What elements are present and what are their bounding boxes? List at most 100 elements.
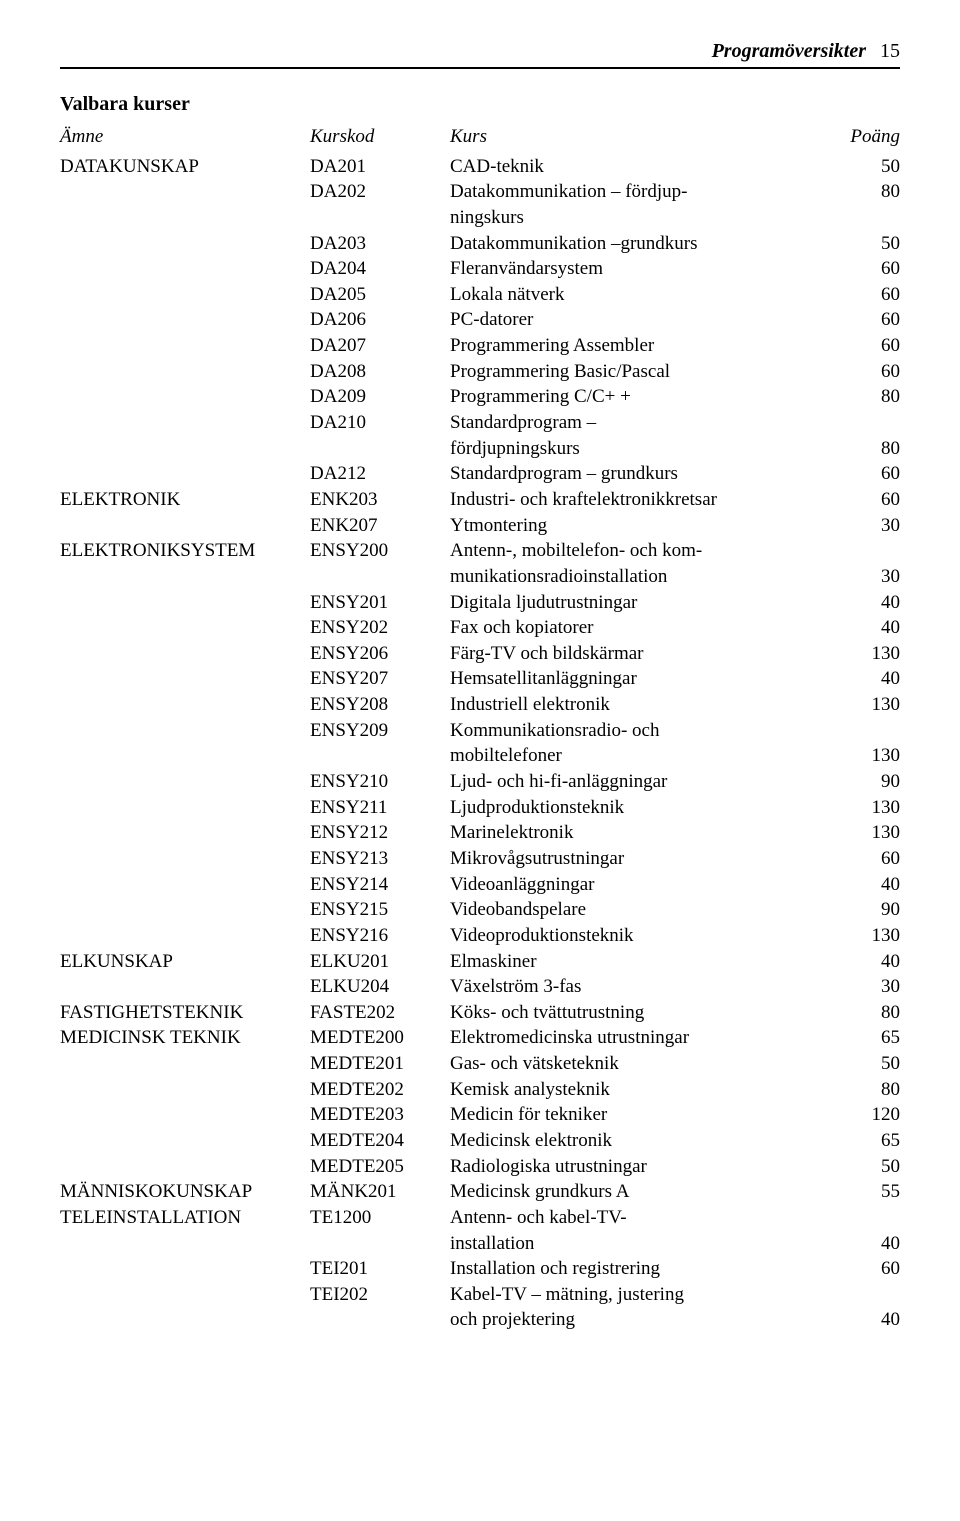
- cell-code: TE1200: [310, 1205, 450, 1231]
- cell-points: 60: [840, 846, 900, 872]
- cell-course: CAD-teknik: [450, 154, 840, 180]
- course-table: Ämne Kurskod Kurs Poäng DATAKUNSKAPDA201…: [60, 124, 900, 1333]
- table-row: DA210Standardprogram –: [60, 410, 900, 436]
- header-title: Programöversikter: [712, 40, 866, 63]
- table-row: fördjupningskurs80: [60, 436, 900, 462]
- cell-points: [840, 410, 900, 436]
- cell-subject: ELEKTRONIK: [60, 487, 310, 513]
- cell-points: 80: [840, 436, 900, 462]
- table-row: MEDTE203Medicin för tekniker120: [60, 1102, 900, 1128]
- cell-subject: [60, 897, 310, 923]
- cell-course: Fax och kopiatorer: [450, 615, 840, 641]
- section-heading: Valbara kurser: [60, 93, 900, 116]
- table-row: MEDTE201Gas- och vätsketeknik50: [60, 1051, 900, 1077]
- cell-code: ENSY201: [310, 590, 450, 616]
- cell-course: Antenn-, mobiltelefon- och kom-: [450, 538, 840, 564]
- table-row: DA206PC-datorer60: [60, 307, 900, 333]
- cell-course: Kemisk analysteknik: [450, 1077, 840, 1103]
- cell-subject: [60, 820, 310, 846]
- cell-points: 130: [840, 641, 900, 667]
- cell-course: och projektering: [450, 1307, 840, 1333]
- cell-code: ELKU201: [310, 949, 450, 975]
- table-row: DA208Programmering Basic/Pascal60: [60, 359, 900, 385]
- cell-course: Färg-TV och bildskärmar: [450, 641, 840, 667]
- table-row: ENSY201Digitala ljudutrustningar40: [60, 590, 900, 616]
- cell-code: MEDTE200: [310, 1025, 450, 1051]
- cell-code: DA205: [310, 282, 450, 308]
- cell-code: ENSY214: [310, 872, 450, 898]
- cell-subject: ELKUNSKAP: [60, 949, 310, 975]
- cell-points: 80: [840, 1077, 900, 1103]
- cell-subject: MÄNNISKOKUNSKAP: [60, 1179, 310, 1205]
- cell-subject: [60, 1256, 310, 1282]
- cell-subject: [60, 872, 310, 898]
- cell-points: 40: [840, 872, 900, 898]
- table-row: ENSY209Kommunikationsradio- och: [60, 718, 900, 744]
- cell-code: DA209: [310, 384, 450, 410]
- cell-subject: [60, 1102, 310, 1128]
- cell-code: MEDTE201: [310, 1051, 450, 1077]
- cell-course: Standardprogram –: [450, 410, 840, 436]
- table-row: MEDTE202Kemisk analysteknik80: [60, 1077, 900, 1103]
- cell-code: MÄNK201: [310, 1179, 450, 1205]
- cell-subject: [60, 436, 310, 462]
- cell-subject: [60, 846, 310, 872]
- table-row: ENSY215Videobandspelare90: [60, 897, 900, 923]
- cell-points: 30: [840, 974, 900, 1000]
- cell-points: 60: [840, 333, 900, 359]
- cell-subject: [60, 1128, 310, 1154]
- table-header-row: Ämne Kurskod Kurs Poäng: [60, 124, 900, 154]
- cell-code: DA202: [310, 179, 450, 205]
- cell-course: Medicin för tekniker: [450, 1102, 840, 1128]
- table-row: ELEKTRONIKENK203Industri- och kraftelekt…: [60, 487, 900, 513]
- cell-points: [840, 205, 900, 231]
- cell-points: [840, 1205, 900, 1231]
- table-row: DA202Datakommunikation – fördjup-80: [60, 179, 900, 205]
- cell-code: [310, 743, 450, 769]
- cell-course: Industri- och kraftelektronikkretsar: [450, 487, 840, 513]
- cell-course: Industriell elektronik: [450, 692, 840, 718]
- cell-code: ENSY206: [310, 641, 450, 667]
- cell-code: ENSY202: [310, 615, 450, 641]
- cell-points: [840, 1282, 900, 1308]
- cell-points: 80: [840, 384, 900, 410]
- cell-points: 50: [840, 1051, 900, 1077]
- table-row: MEDTE204Medicinsk elektronik65: [60, 1128, 900, 1154]
- cell-subject: DATAKUNSKAP: [60, 154, 310, 180]
- table-row: installation40: [60, 1231, 900, 1257]
- cell-subject: ELEKTRONIKSYSTEM: [60, 538, 310, 564]
- table-row: ENSY208Industriell elektronik130: [60, 692, 900, 718]
- col-header-course: Kurs: [450, 124, 840, 154]
- cell-code: ENSY209: [310, 718, 450, 744]
- cell-subject: [60, 384, 310, 410]
- cell-code: DA208: [310, 359, 450, 385]
- page-header: Programöversikter 15: [60, 40, 900, 69]
- cell-course: Köks- och tvättutrustning: [450, 1000, 840, 1026]
- header-page-number: 15: [880, 40, 900, 63]
- cell-course: mobiltelefoner: [450, 743, 840, 769]
- cell-code: ENSY215: [310, 897, 450, 923]
- cell-code: [310, 1307, 450, 1333]
- cell-course: fördjupningskurs: [450, 436, 840, 462]
- cell-code: MEDTE205: [310, 1154, 450, 1180]
- cell-course: Ytmontering: [450, 513, 840, 539]
- table-row: ENK207Ytmontering30: [60, 513, 900, 539]
- cell-subject: [60, 923, 310, 949]
- cell-points: 60: [840, 359, 900, 385]
- cell-code: ENSY216: [310, 923, 450, 949]
- table-row: ENSY202Fax och kopiatorer40: [60, 615, 900, 641]
- cell-code: ENSY210: [310, 769, 450, 795]
- col-header-code: Kurskod: [310, 124, 450, 154]
- cell-course: Fleranvändarsystem: [450, 256, 840, 282]
- cell-course: Standardprogram – grundkurs: [450, 461, 840, 487]
- cell-points: 50: [840, 1154, 900, 1180]
- cell-course: Kommunikationsradio- och: [450, 718, 840, 744]
- cell-code: ENSY213: [310, 846, 450, 872]
- cell-subject: [60, 307, 310, 333]
- cell-code: DA212: [310, 461, 450, 487]
- table-row: ningskurs: [60, 205, 900, 231]
- table-row: ENSY206Färg-TV och bildskärmar130: [60, 641, 900, 667]
- table-row: TEI201Installation och registrering60: [60, 1256, 900, 1282]
- cell-points: 40: [840, 949, 900, 975]
- cell-subject: [60, 692, 310, 718]
